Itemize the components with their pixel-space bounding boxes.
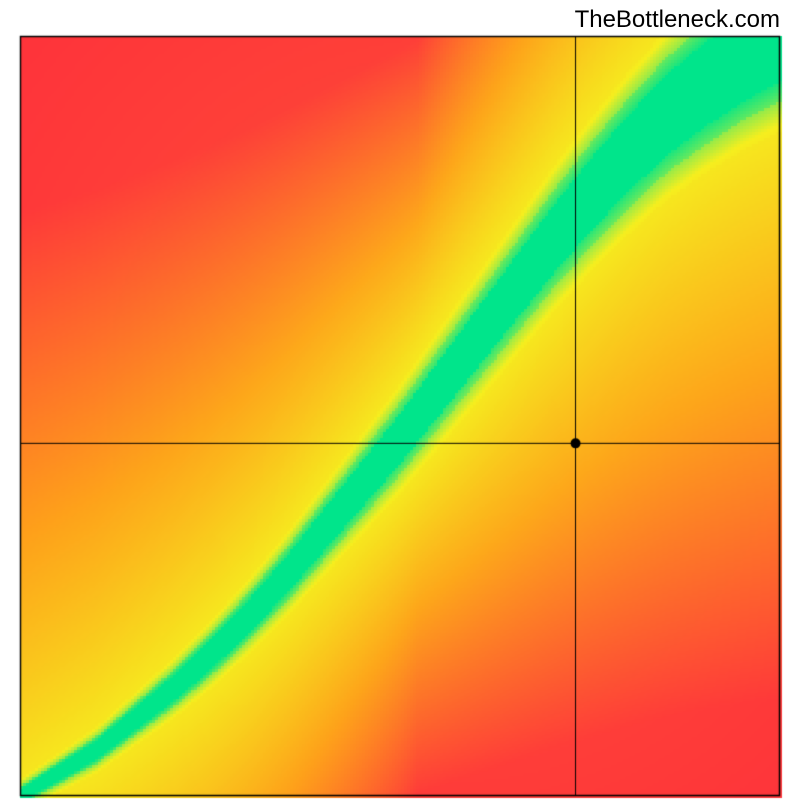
watermark-text: TheBottleneck.com: [575, 6, 780, 34]
bottleneck-heatmap: [0, 0, 800, 800]
chart-container: TheBottleneck.com: [0, 0, 800, 800]
